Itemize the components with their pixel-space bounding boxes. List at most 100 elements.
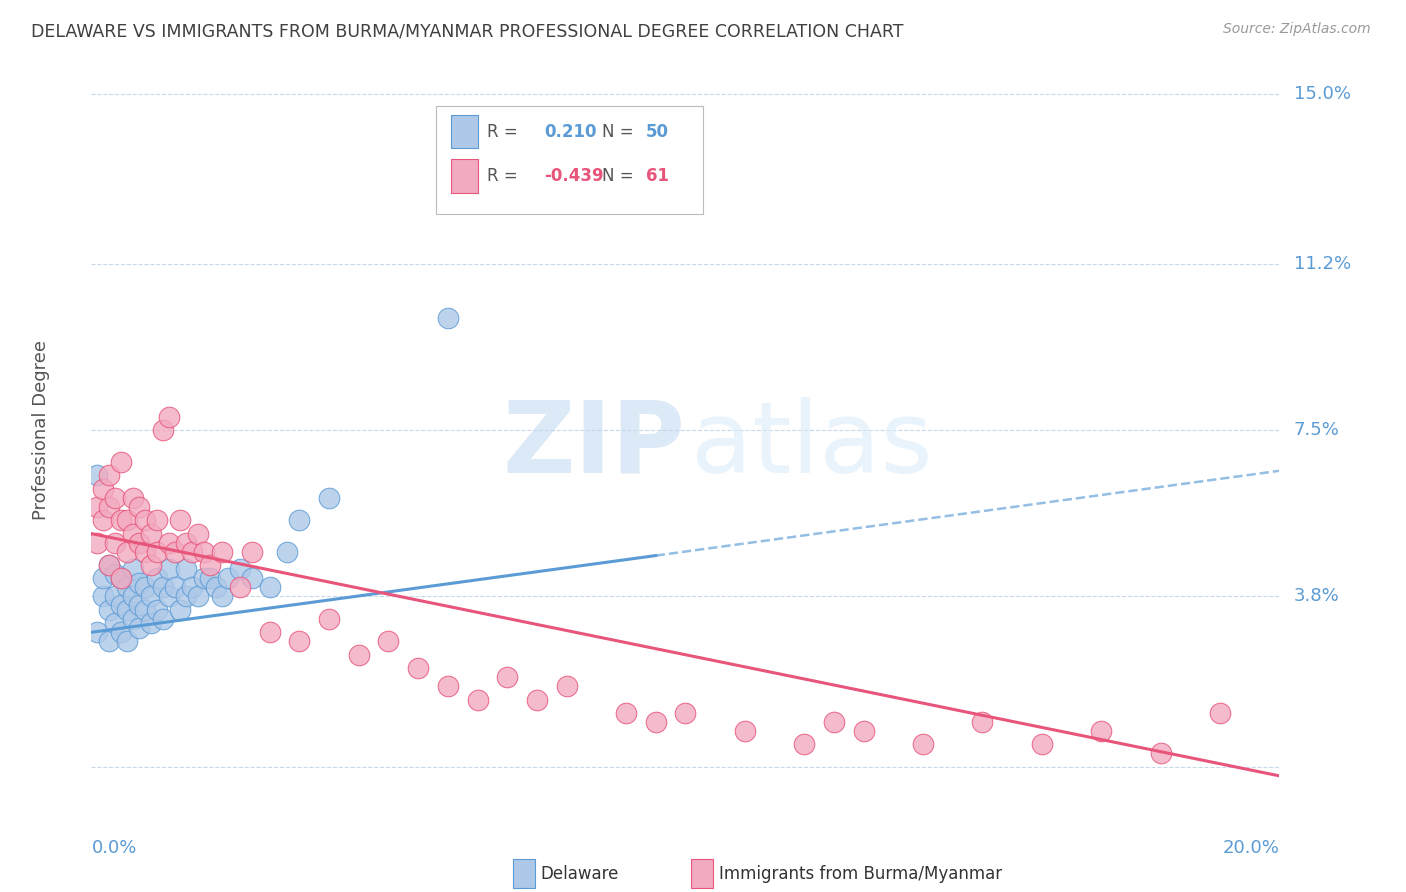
Point xyxy=(176,535,198,549)
Point xyxy=(176,562,198,576)
Point xyxy=(110,513,132,527)
Point xyxy=(122,612,145,626)
Point xyxy=(122,491,145,505)
Point xyxy=(823,714,845,729)
Point xyxy=(157,409,180,424)
Point xyxy=(91,590,114,604)
Text: atlas: atlas xyxy=(692,397,934,494)
Point xyxy=(91,513,114,527)
Point xyxy=(193,571,215,585)
Point xyxy=(163,544,186,558)
Point xyxy=(1090,724,1112,739)
Point xyxy=(555,679,578,693)
Point xyxy=(318,491,340,505)
Point xyxy=(128,500,150,514)
Point xyxy=(115,603,138,617)
Point xyxy=(240,544,263,558)
Point xyxy=(98,603,121,617)
Text: 15.0%: 15.0% xyxy=(1294,85,1351,103)
Point xyxy=(259,581,281,595)
Point xyxy=(110,571,132,585)
FancyBboxPatch shape xyxy=(436,106,703,214)
Point xyxy=(436,679,458,693)
Point xyxy=(496,670,519,684)
FancyBboxPatch shape xyxy=(692,859,713,888)
Point xyxy=(377,634,399,648)
Point xyxy=(176,590,198,604)
Point xyxy=(1149,747,1171,761)
Point xyxy=(793,738,815,752)
Point xyxy=(139,526,162,541)
Text: R =: R = xyxy=(486,122,523,141)
Point xyxy=(318,612,340,626)
Point xyxy=(200,558,222,572)
Text: N =: N = xyxy=(602,167,634,185)
Text: 7.5%: 7.5% xyxy=(1294,421,1340,440)
Text: R =: R = xyxy=(486,167,523,185)
Point xyxy=(139,558,162,572)
Point xyxy=(104,590,127,604)
Point xyxy=(91,571,114,585)
Text: Immigrants from Burma/Myanmar: Immigrants from Burma/Myanmar xyxy=(718,864,1002,882)
Text: ZIP: ZIP xyxy=(502,397,685,494)
Point xyxy=(157,562,180,576)
Point xyxy=(104,491,127,505)
Text: 61: 61 xyxy=(647,167,669,185)
Text: 50: 50 xyxy=(647,122,669,141)
Point xyxy=(104,566,127,581)
Point xyxy=(526,692,548,706)
Point xyxy=(98,634,121,648)
Point xyxy=(229,562,252,576)
Point xyxy=(98,468,121,483)
Point xyxy=(205,581,228,595)
FancyBboxPatch shape xyxy=(451,159,478,193)
Point xyxy=(406,661,429,675)
Point xyxy=(110,455,132,469)
Point xyxy=(145,544,167,558)
Point xyxy=(217,571,239,585)
Point xyxy=(852,724,875,739)
Text: 20.0%: 20.0% xyxy=(1223,838,1279,856)
Point xyxy=(91,482,114,496)
Text: 3.8%: 3.8% xyxy=(1294,588,1340,606)
Point xyxy=(115,513,138,527)
Point xyxy=(200,571,222,585)
Point xyxy=(972,714,994,729)
Point xyxy=(734,724,756,739)
Text: 11.2%: 11.2% xyxy=(1294,255,1351,273)
Point xyxy=(157,535,180,549)
Point xyxy=(259,625,281,640)
Point xyxy=(110,625,132,640)
Point xyxy=(86,500,108,514)
Point xyxy=(240,571,263,585)
Point xyxy=(104,616,127,631)
Point xyxy=(187,526,209,541)
Point xyxy=(288,513,311,527)
Point xyxy=(122,526,145,541)
Point xyxy=(134,513,156,527)
Text: Delaware: Delaware xyxy=(540,864,619,882)
Point xyxy=(1209,706,1232,720)
Point xyxy=(86,468,108,483)
Point xyxy=(288,634,311,648)
Point xyxy=(276,544,298,558)
Text: Professional Degree: Professional Degree xyxy=(32,341,51,520)
Point xyxy=(1031,738,1053,752)
Text: N =: N = xyxy=(602,122,634,141)
Point xyxy=(98,500,121,514)
Text: 0.210: 0.210 xyxy=(544,122,596,141)
Point xyxy=(673,706,696,720)
Point xyxy=(115,634,138,648)
Point xyxy=(644,714,666,729)
Point xyxy=(128,599,150,613)
Point xyxy=(134,603,156,617)
Point xyxy=(134,581,156,595)
Point xyxy=(163,581,186,595)
Point xyxy=(157,590,180,604)
Point xyxy=(211,590,233,604)
Point xyxy=(229,581,252,595)
Point xyxy=(152,424,174,438)
Point xyxy=(115,581,138,595)
FancyBboxPatch shape xyxy=(451,115,478,148)
Point xyxy=(122,562,145,576)
